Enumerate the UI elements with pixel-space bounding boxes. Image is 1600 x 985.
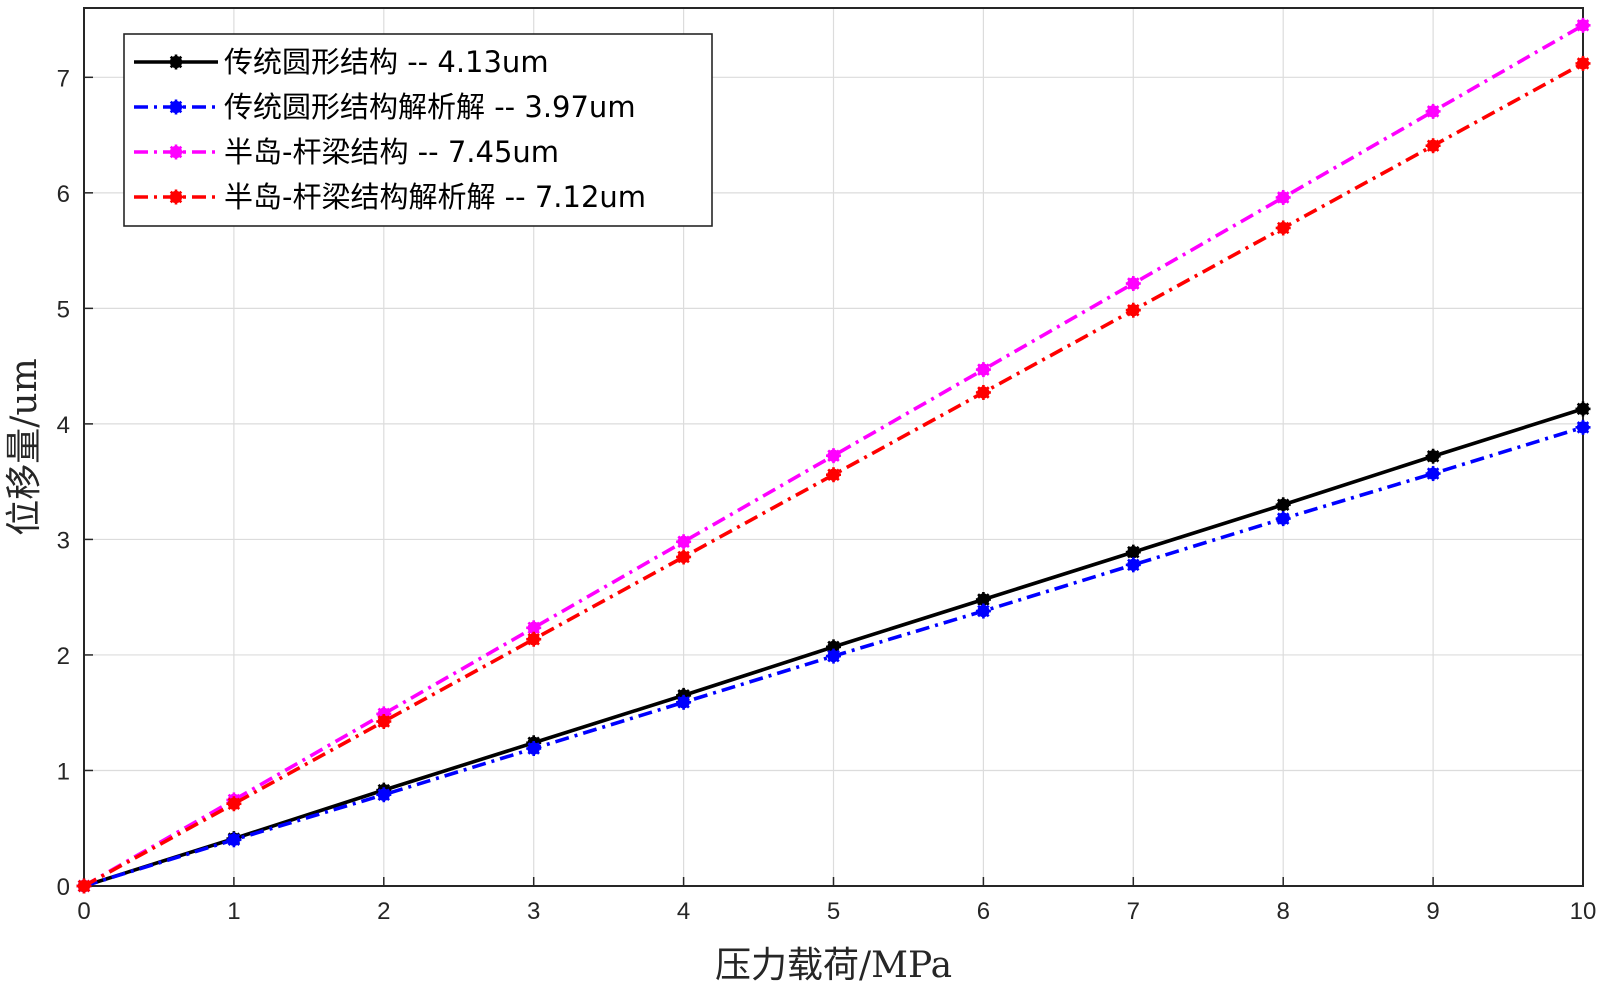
- x-axis-label: 压力载荷/MPa: [715, 945, 952, 985]
- data-point-marker: [826, 467, 841, 483]
- data-point-marker: [226, 796, 242, 812]
- legend-label: 传统圆形结构解析解 -- 3.97um: [224, 90, 636, 124]
- data-point-marker: [1575, 17, 1591, 33]
- x-tick-label: 4: [677, 898, 690, 925]
- x-tick-label: 8: [1277, 898, 1290, 925]
- legend-item: 半岛-杆梁结构解析解 -- 7.12um: [134, 180, 646, 214]
- data-point-marker: [76, 878, 92, 894]
- data-point-marker: [1275, 220, 1291, 236]
- series-layer: [76, 17, 1591, 894]
- data-point-marker: [376, 713, 392, 729]
- data-point-marker: [975, 362, 991, 378]
- data-point-marker: [1275, 189, 1291, 205]
- legend-item: 传统圆形结构 -- 4.13um: [134, 45, 549, 79]
- y-tick-label: 7: [57, 65, 70, 92]
- series-3: [76, 17, 1591, 894]
- data-point-marker: [1125, 302, 1141, 318]
- legend: 传统圆形结构 -- 4.13um 传统圆形结构解析解 -- 3.97um 半岛-杆梁…: [123, 33, 713, 227]
- axis-ticks: 0 1 2 3 4 5 6 7 8 9 10 0 1 2 3 4 5 6 7: [57, 65, 1597, 925]
- data-point-marker: [1575, 419, 1591, 435]
- data-point-marker: [1425, 138, 1441, 154]
- x-tick-label: 9: [1426, 898, 1439, 925]
- x-tick-label: 3: [527, 898, 540, 925]
- x-tick-label: 1: [227, 898, 240, 925]
- legend-item: 半岛-杆梁结构 -- 7.45um: [134, 135, 559, 169]
- y-tick-label: 4: [57, 412, 70, 439]
- y-tick-label: 6: [57, 181, 70, 208]
- data-point-marker: [826, 648, 841, 664]
- y-tick-label: 0: [57, 874, 70, 901]
- y-tick-label: 3: [57, 527, 70, 554]
- grid: [84, 8, 1583, 886]
- x-tick-label: 5: [827, 898, 840, 925]
- y-tick-label: 2: [57, 643, 70, 670]
- data-point-marker: [376, 787, 392, 803]
- data-point-marker: [676, 549, 692, 565]
- y-tick-label: 1: [57, 758, 70, 785]
- legend-item: 传统圆形结构解析解 -- 3.97um: [134, 90, 636, 124]
- data-point-marker: [826, 448, 841, 464]
- data-point-marker: [168, 54, 184, 70]
- data-point-marker: [226, 832, 242, 848]
- data-point-marker: [168, 144, 184, 160]
- x-tick-label: 2: [377, 898, 390, 925]
- x-tick-label: 6: [977, 898, 990, 925]
- data-point-marker: [1125, 544, 1141, 560]
- data-point-marker: [1575, 401, 1591, 417]
- data-point-marker: [168, 189, 184, 205]
- data-point-marker: [676, 694, 692, 710]
- legend-label: 半岛-杆梁结构 -- 7.45um: [224, 135, 559, 169]
- data-point-marker: [1425, 103, 1441, 119]
- data-point-marker: [975, 591, 991, 607]
- x-tick-label: 10: [1570, 898, 1597, 925]
- y-axis-label: 位移量/um: [4, 358, 45, 535]
- x-tick-label: 0: [77, 898, 90, 925]
- legend-label: 半岛-杆梁结构解析解 -- 7.12um: [224, 180, 646, 214]
- data-point-marker: [1575, 55, 1591, 71]
- data-point-marker: [975, 603, 991, 619]
- legend-label: 传统圆形结构 -- 4.13um: [224, 45, 549, 79]
- data-point-marker: [975, 384, 991, 400]
- x-tick-label: 7: [1127, 898, 1140, 925]
- y-tick-label: 5: [57, 296, 70, 323]
- data-point-marker: [168, 99, 184, 115]
- data-point-marker: [1125, 276, 1141, 292]
- data-point-marker: [526, 631, 542, 647]
- data-point-marker: [1425, 466, 1441, 482]
- data-point-marker: [1425, 448, 1441, 464]
- data-point-marker: [1125, 557, 1141, 573]
- data-point-marker: [826, 639, 841, 655]
- data-point-marker: [526, 741, 542, 757]
- data-point-marker: [1275, 497, 1291, 513]
- data-point-marker: [676, 534, 692, 550]
- legend-box: [123, 33, 713, 227]
- series-4: [76, 55, 1591, 894]
- data-point-marker: [1275, 511, 1291, 527]
